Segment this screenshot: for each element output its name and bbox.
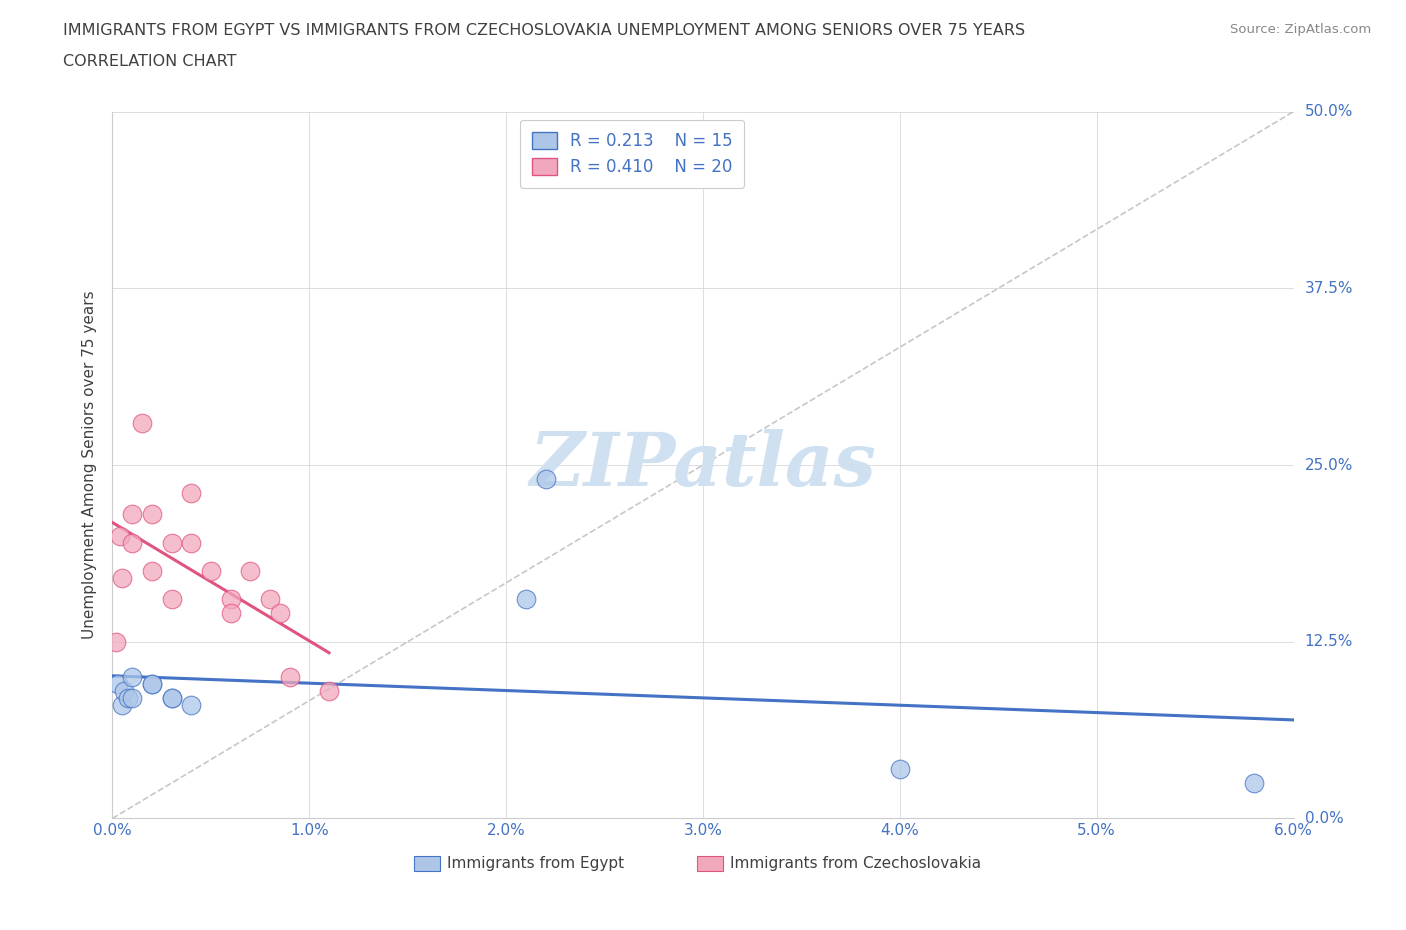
Point <box>180 698 202 712</box>
Text: IMMIGRANTS FROM EGYPT VS IMMIGRANTS FROM CZECHOSLOVAKIA UNEMPLOYMENT AMONG SENIO: IMMIGRANTS FROM EGYPT VS IMMIGRANTS FROM… <box>63 23 1025 38</box>
Point <box>117 691 139 706</box>
Point <box>259 591 281 606</box>
Point <box>121 691 143 706</box>
Text: Immigrants from Czechoslovakia: Immigrants from Czechoslovakia <box>730 857 981 871</box>
Point <box>141 677 163 692</box>
Text: Source: ZipAtlas.com: Source: ZipAtlas.com <box>1230 23 1371 36</box>
Text: 50.0%: 50.0% <box>1305 104 1353 119</box>
Text: ZIPatlas: ZIPatlas <box>530 429 876 501</box>
Point <box>141 564 163 578</box>
Point <box>1243 776 1265 790</box>
Point <box>160 691 183 706</box>
Point <box>889 762 911 777</box>
Point <box>121 507 143 522</box>
Point <box>160 536 183 551</box>
Point <box>239 564 262 578</box>
FancyBboxPatch shape <box>413 856 440 871</box>
Point <box>110 528 132 543</box>
Text: 25.0%: 25.0% <box>1305 458 1353 472</box>
Point <box>111 698 134 712</box>
Point <box>112 684 135 698</box>
Point <box>105 634 128 649</box>
Point <box>180 485 202 500</box>
Point <box>515 591 537 606</box>
Point <box>200 564 222 578</box>
FancyBboxPatch shape <box>697 856 723 871</box>
Point <box>121 536 143 551</box>
Point <box>278 670 301 684</box>
Point <box>219 606 242 621</box>
Text: 37.5%: 37.5% <box>1305 281 1353 296</box>
Point <box>534 472 557 486</box>
Text: 12.5%: 12.5% <box>1305 634 1353 649</box>
Point <box>180 536 202 551</box>
Point <box>219 591 242 606</box>
Point <box>160 591 183 606</box>
Point <box>318 684 340 698</box>
Point <box>131 415 153 430</box>
Y-axis label: Unemployment Among Seniors over 75 years: Unemployment Among Seniors over 75 years <box>82 291 97 639</box>
Text: Immigrants from Egypt: Immigrants from Egypt <box>447 857 624 871</box>
Point <box>269 606 291 621</box>
Point <box>111 571 134 586</box>
Legend: R = 0.213    N = 15, R = 0.410    N = 20: R = 0.213 N = 15, R = 0.410 N = 20 <box>520 120 744 188</box>
Text: CORRELATION CHART: CORRELATION CHART <box>63 54 236 69</box>
Point <box>141 677 163 692</box>
Point <box>160 691 183 706</box>
Point <box>141 507 163 522</box>
Point <box>107 677 129 692</box>
Point <box>121 670 143 684</box>
Text: 0.0%: 0.0% <box>1305 811 1343 826</box>
